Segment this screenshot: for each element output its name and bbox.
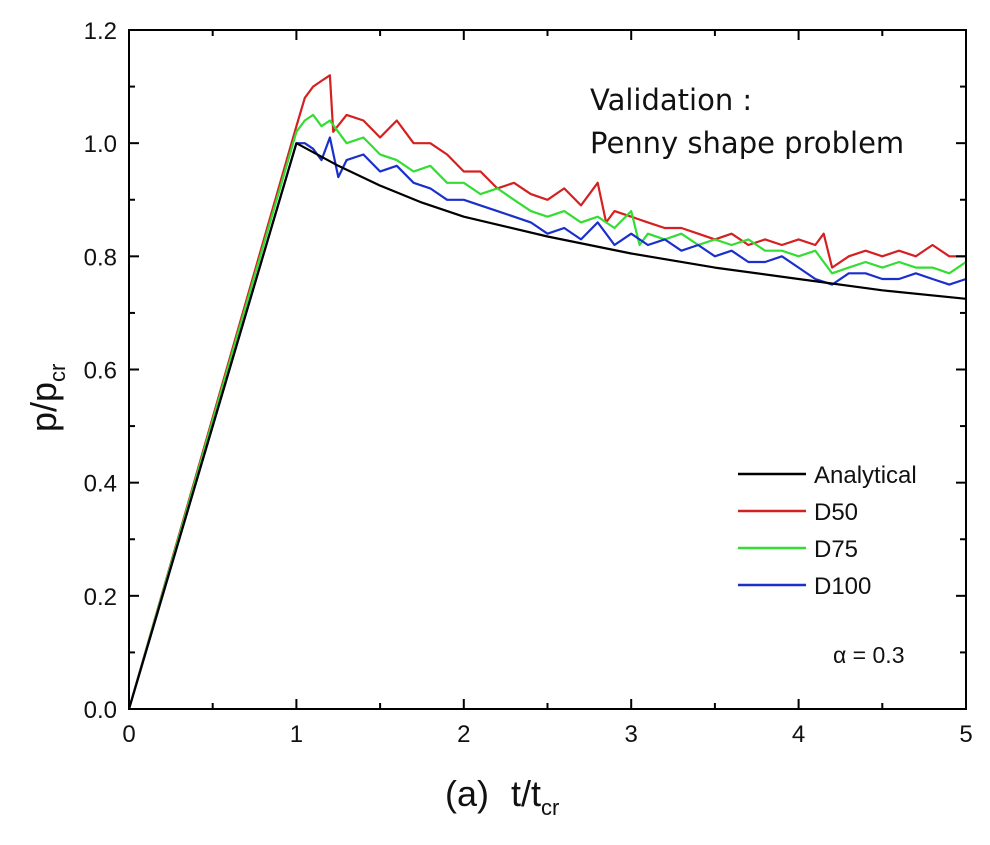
y-axis-title-sub: cr: [45, 364, 70, 382]
x-tick-label: 5: [959, 721, 972, 748]
legend-label-d75: D75: [814, 536, 858, 563]
x-axis-title-main: t/t: [511, 773, 541, 814]
series-line-d100: [127, 136, 967, 710]
x-tick-label: 3: [625, 721, 638, 748]
x-axis-title: (a) t/tcr: [445, 773, 559, 820]
y-tick-label: 0.8: [84, 244, 117, 271]
axes-layer: 0 1 2 3 4 5 0.0 0.2 0.4 0.6 0.8 1.0 1.2: [84, 18, 973, 748]
annotation-alpha: α = 0.3: [833, 642, 904, 668]
series-line-d50: [127, 74, 966, 710]
y-tick-label: 0.4: [84, 471, 117, 498]
y-axis-title: p/pcr: [23, 364, 70, 432]
y-tick-label: 1.2: [84, 18, 117, 45]
series-layer: [127, 74, 967, 710]
annotation-validation-line1: Validation :: [590, 83, 752, 117]
series-line-d75: [127, 113, 967, 710]
series-line-analytical: [127, 142, 967, 710]
y-tick-label: 1.0: [84, 131, 117, 158]
y-tick-label: 0.6: [84, 358, 117, 385]
x-tick-label: 0: [122, 721, 135, 748]
y-tick-label: 0.0: [84, 697, 117, 724]
x-tick-label: 1: [290, 721, 303, 748]
x-tick-label: 4: [792, 721, 805, 748]
x-tick-label: 2: [457, 721, 470, 748]
legend: Analytical D50 D75 D100: [738, 462, 917, 600]
legend-label-analytical: Analytical: [814, 462, 917, 489]
legend-label-d50: D50: [814, 499, 858, 526]
x-axis-title-sub: cr: [541, 795, 559, 820]
y-tick-label: 0.2: [84, 584, 117, 611]
annotation-validation-line2: Penny shape problem: [590, 126, 904, 160]
y-axis-title-main: p/p: [23, 382, 64, 432]
legend-label-d100: D100: [814, 573, 871, 600]
x-axis-title-prefix: (a): [445, 773, 489, 814]
